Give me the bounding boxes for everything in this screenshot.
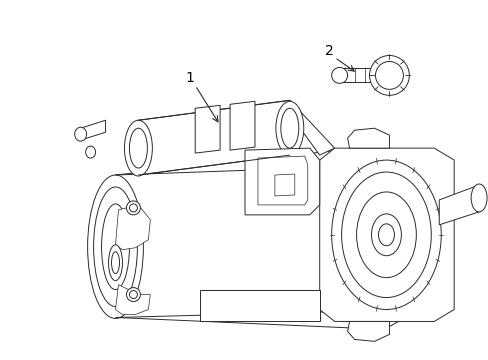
Polygon shape <box>244 148 319 215</box>
Ellipse shape <box>111 252 119 274</box>
Polygon shape <box>438 185 478 225</box>
Polygon shape <box>285 100 334 155</box>
Polygon shape <box>339 68 374 82</box>
Ellipse shape <box>126 288 140 302</box>
Ellipse shape <box>129 128 147 168</box>
Polygon shape <box>274 174 294 196</box>
Ellipse shape <box>341 172 430 298</box>
Polygon shape <box>319 148 453 321</box>
Ellipse shape <box>87 175 143 319</box>
Ellipse shape <box>129 291 137 298</box>
Polygon shape <box>258 156 307 205</box>
Ellipse shape <box>470 184 486 212</box>
Ellipse shape <box>331 67 347 84</box>
Ellipse shape <box>108 245 122 280</box>
Polygon shape <box>347 128 388 148</box>
Text: 2: 2 <box>325 44 333 58</box>
Ellipse shape <box>356 192 415 278</box>
Text: 1: 1 <box>185 71 194 85</box>
Ellipse shape <box>93 187 137 306</box>
Polygon shape <box>138 100 289 175</box>
Polygon shape <box>115 205 150 250</box>
Ellipse shape <box>375 62 403 89</box>
Polygon shape <box>115 145 419 329</box>
Ellipse shape <box>331 160 440 310</box>
Ellipse shape <box>129 204 137 212</box>
Ellipse shape <box>371 214 401 256</box>
Ellipse shape <box>275 101 303 155</box>
Ellipse shape <box>378 224 394 246</box>
Polygon shape <box>81 120 105 140</box>
Ellipse shape <box>126 201 140 215</box>
Polygon shape <box>200 289 319 321</box>
Polygon shape <box>115 285 150 315</box>
Ellipse shape <box>280 108 298 148</box>
Polygon shape <box>195 105 220 153</box>
Polygon shape <box>347 321 388 341</box>
Ellipse shape <box>124 120 152 176</box>
Polygon shape <box>229 101 254 150</box>
Ellipse shape <box>85 146 95 158</box>
Ellipse shape <box>75 127 86 141</box>
Ellipse shape <box>369 55 408 95</box>
Ellipse shape <box>102 204 129 289</box>
